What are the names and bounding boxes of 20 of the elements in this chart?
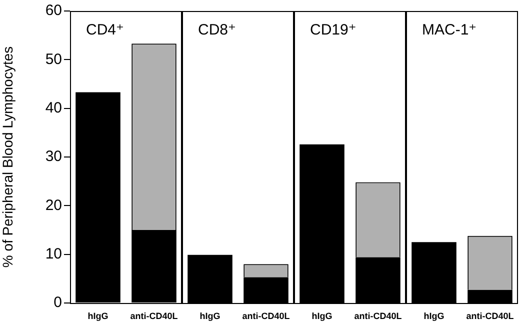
y-tick-label: 20 (45, 196, 62, 214)
y-axis-title: % of Peripheral Blood Lymphocytes (0, 46, 16, 268)
text: MAC-1⁺ (422, 22, 477, 39)
text: CD4⁺ (86, 22, 124, 39)
x-tick-label: anti-CD40L (466, 310, 514, 321)
y-tick-label: 10 (45, 245, 62, 262)
x-tick-label: hIgG (200, 310, 220, 321)
x-tick-label: anti-CD40L (130, 310, 178, 321)
y-tick-label: 30 (45, 148, 62, 166)
y-tick-label: 40 (45, 99, 62, 116)
x-tick-label: hIgG (424, 310, 444, 321)
y-tick-label: 50 (45, 50, 62, 68)
x-tick-label: anti-CD40L (242, 310, 290, 321)
x-tick-label: hIgG (312, 310, 332, 321)
text: CD8⁺ (198, 22, 236, 39)
y-tick-label: 60 (45, 2, 62, 20)
x-tick-label: anti-CD40L (354, 310, 402, 321)
x-tick-label: hIgG (88, 310, 108, 321)
y-tick-label: 0 (54, 294, 62, 312)
text: CD19⁺ (310, 22, 356, 39)
